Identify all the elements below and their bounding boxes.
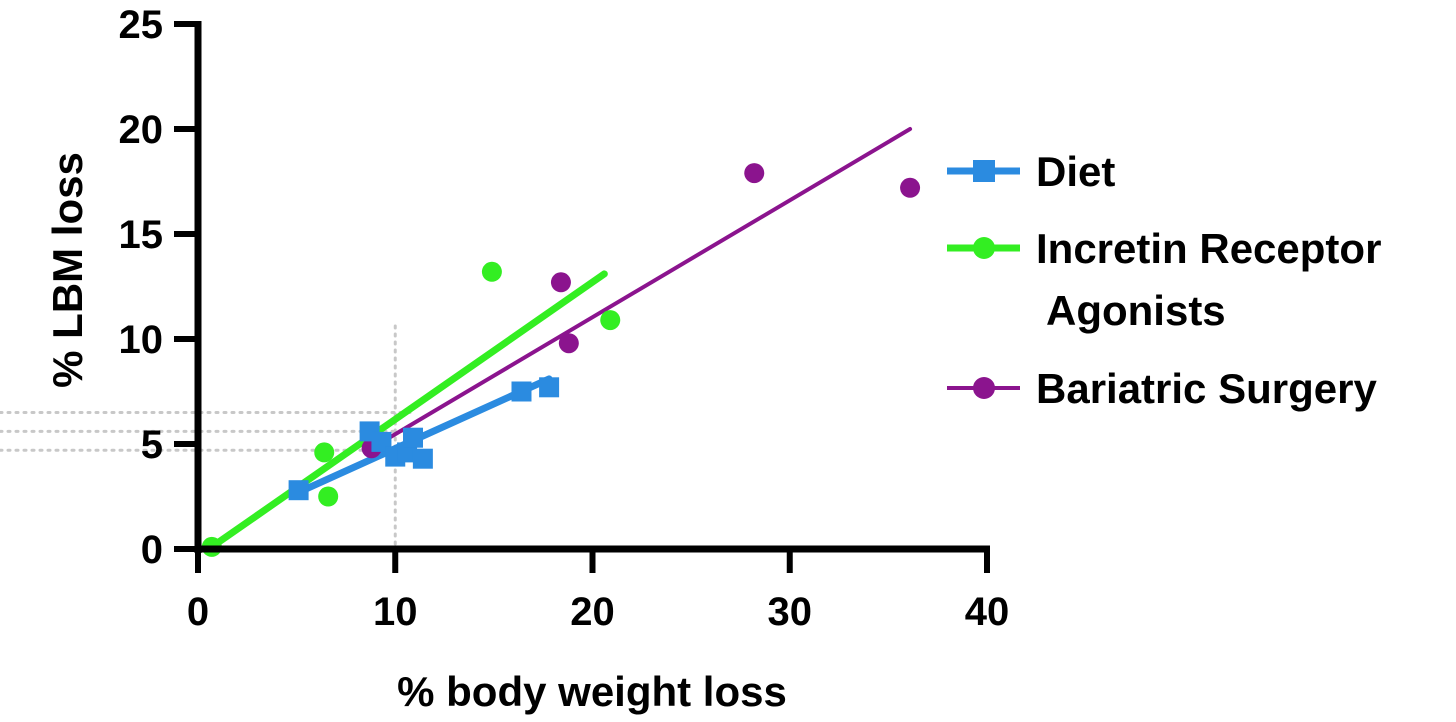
legend-label: Incretin Receptor	[1036, 225, 1381, 272]
data-point-square	[412, 448, 433, 469]
legend-swatch-marker	[973, 237, 995, 259]
legend-label: Diet	[1036, 148, 1115, 195]
data-point-square	[511, 381, 532, 402]
y-tick-label: 15	[119, 213, 164, 257]
x-axis-title: % body weight loss	[397, 668, 787, 715]
data-point-square	[288, 480, 309, 501]
x-tick-label: 0	[187, 590, 209, 634]
y-axis-title: % LBM loss	[44, 152, 91, 388]
x-tick-label: 40	[965, 590, 1010, 634]
y-tick-label: 25	[119, 3, 164, 47]
data-point-circle	[600, 310, 621, 331]
legend-label: Bariatric Surgery	[1036, 365, 1377, 412]
legend-swatch-marker	[973, 377, 995, 399]
axes: 0 10 20 30 40 0 5 10 15 20 25	[119, 3, 1010, 634]
legend-swatch-marker	[973, 160, 995, 182]
data-point-square	[403, 427, 424, 448]
fit-lines	[208, 127, 913, 551]
legend: Diet Incretin Receptor Agonists Bariatric S…	[947, 148, 1381, 412]
x-tick-label: 30	[768, 590, 813, 634]
data-point-circle	[558, 333, 579, 354]
data-point-circle	[314, 442, 335, 463]
y-tick-label: 5	[141, 423, 163, 467]
data-point-circle	[900, 177, 921, 198]
legend-label: Agonists	[1046, 287, 1226, 334]
x-tick-label: 20	[570, 590, 615, 634]
fit-line-1	[295, 375, 553, 496]
data-point-circle	[550, 272, 571, 293]
data-point-circle	[744, 163, 765, 184]
y-tick-label: 20	[119, 108, 164, 152]
fit-line-3	[369, 127, 913, 451]
data-point-circle	[318, 486, 339, 507]
x-tick-label: 10	[373, 590, 418, 634]
data-points	[201, 163, 921, 557]
y-tick-label: 0	[141, 528, 163, 572]
data-point-circle	[481, 261, 502, 282]
fit-line-2	[208, 270, 608, 551]
y-tick-label: 10	[119, 318, 164, 362]
data-point-square	[539, 377, 560, 398]
